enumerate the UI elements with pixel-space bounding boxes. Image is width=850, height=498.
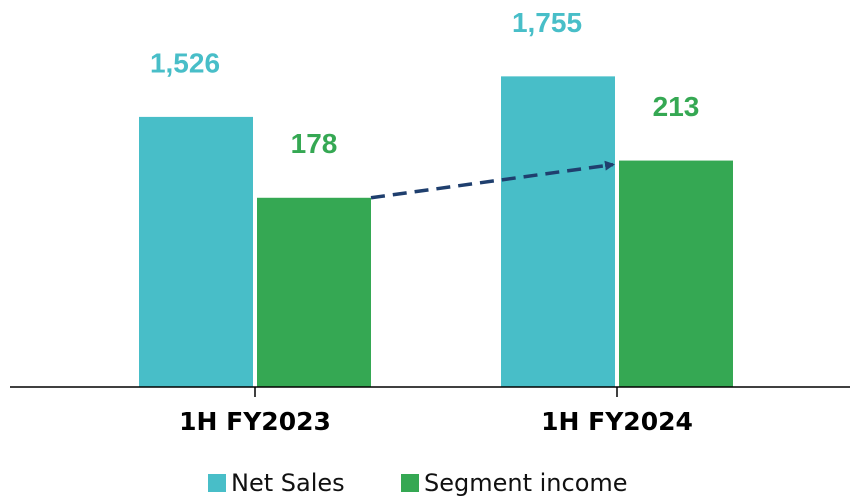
bar <box>501 76 615 388</box>
legend-label: Net Sales <box>231 469 345 497</box>
bar <box>257 197 371 387</box>
x-tick-label: 1H FY2024 <box>541 407 693 436</box>
legend-label: Segment income <box>424 469 628 497</box>
bar <box>139 116 253 387</box>
data-label: 213 <box>653 91 700 122</box>
data-label: 1,526 <box>150 47 220 78</box>
data-label: 178 <box>291 128 338 159</box>
x-tick-label: 1H FY2023 <box>179 407 331 436</box>
bar <box>619 160 733 387</box>
trend-arrow <box>370 160 615 200</box>
legend-swatch <box>401 474 419 492</box>
data-label: 1,755 <box>512 7 582 38</box>
legend-swatch <box>208 474 226 492</box>
